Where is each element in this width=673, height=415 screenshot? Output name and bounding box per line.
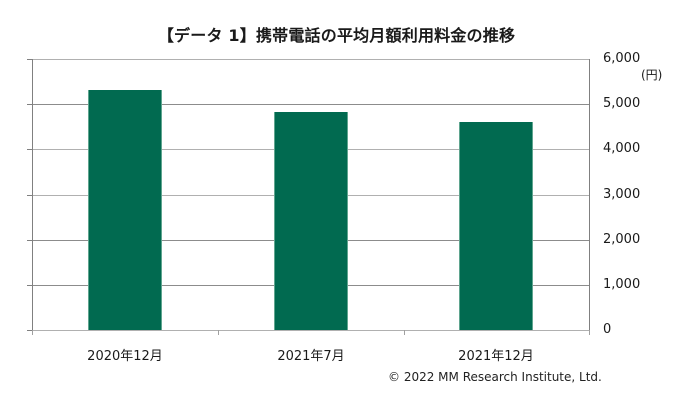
left-tick: [27, 104, 32, 105]
x-tick: [218, 330, 219, 335]
left-axis-line: [32, 59, 33, 334]
bar-2020-12: [88, 90, 162, 330]
bar-2021-07: [274, 112, 348, 330]
right-axis-line: [589, 59, 590, 330]
y-unit-label: (円): [641, 68, 663, 82]
x-label-2021-12: 2021年12月: [458, 349, 534, 364]
y-tick-label-1000: 1,000: [603, 277, 641, 292]
gridline-5000: [32, 104, 589, 105]
y-tick-label-0: 0: [603, 322, 612, 337]
x-tick: [404, 330, 405, 335]
left-tick: [27, 330, 32, 331]
left-tick: [27, 240, 32, 241]
y-tick-label-3000: 3,000: [603, 187, 641, 202]
x-axis-baseline: [32, 330, 589, 331]
left-tick: [27, 149, 32, 150]
y-tick-label-2000: 2,000: [603, 232, 641, 247]
copyright-note: © 2022 MM Research Institute, Ltd.: [388, 370, 602, 384]
left-tick: [27, 195, 32, 196]
chart-title: 【データ 1】携帯電話の平均月額利用料金の推移: [157, 26, 516, 45]
y-tick-label-6000: 6,000: [603, 51, 641, 66]
left-tick: [27, 59, 32, 60]
x-label-2020-12: 2020年12月: [87, 349, 163, 364]
y-tick-label-5000: 5,000: [603, 96, 641, 111]
bar-2021-12: [459, 122, 533, 330]
gridline-6000: [32, 59, 589, 60]
x-tick: [32, 330, 33, 335]
y-tick-label-4000: 4,000: [603, 141, 641, 156]
left-tick: [27, 285, 32, 286]
x-tick: [589, 330, 590, 335]
x-label-2021-07: 2021年7月: [277, 349, 345, 364]
